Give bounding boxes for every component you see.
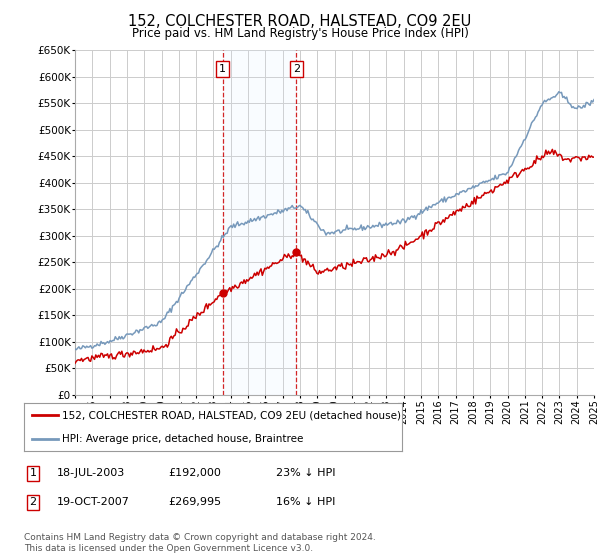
Text: This data is licensed under the Open Government Licence v3.0.: This data is licensed under the Open Gov… (24, 544, 313, 553)
Text: 19-OCT-2007: 19-OCT-2007 (57, 497, 130, 507)
Text: £192,000: £192,000 (168, 468, 221, 478)
Text: 2: 2 (29, 497, 37, 507)
Text: 1: 1 (29, 468, 37, 478)
Text: 23% ↓ HPI: 23% ↓ HPI (276, 468, 335, 478)
Text: 1: 1 (219, 64, 226, 74)
Text: 16% ↓ HPI: 16% ↓ HPI (276, 497, 335, 507)
Text: 18-JUL-2003: 18-JUL-2003 (57, 468, 125, 478)
Text: 152, COLCHESTER ROAD, HALSTEAD, CO9 2EU: 152, COLCHESTER ROAD, HALSTEAD, CO9 2EU (128, 14, 472, 29)
Text: 152, COLCHESTER ROAD, HALSTEAD, CO9 2EU (detached house): 152, COLCHESTER ROAD, HALSTEAD, CO9 2EU … (62, 410, 401, 420)
Text: 2: 2 (293, 64, 300, 74)
Bar (223, 50, 296, 395)
Text: Contains HM Land Registry data © Crown copyright and database right 2024.: Contains HM Land Registry data © Crown c… (24, 533, 376, 542)
Text: HPI: Average price, detached house, Braintree: HPI: Average price, detached house, Brai… (62, 434, 303, 444)
Text: Price paid vs. HM Land Registry's House Price Index (HPI): Price paid vs. HM Land Registry's House … (131, 27, 469, 40)
Text: £269,995: £269,995 (168, 497, 221, 507)
